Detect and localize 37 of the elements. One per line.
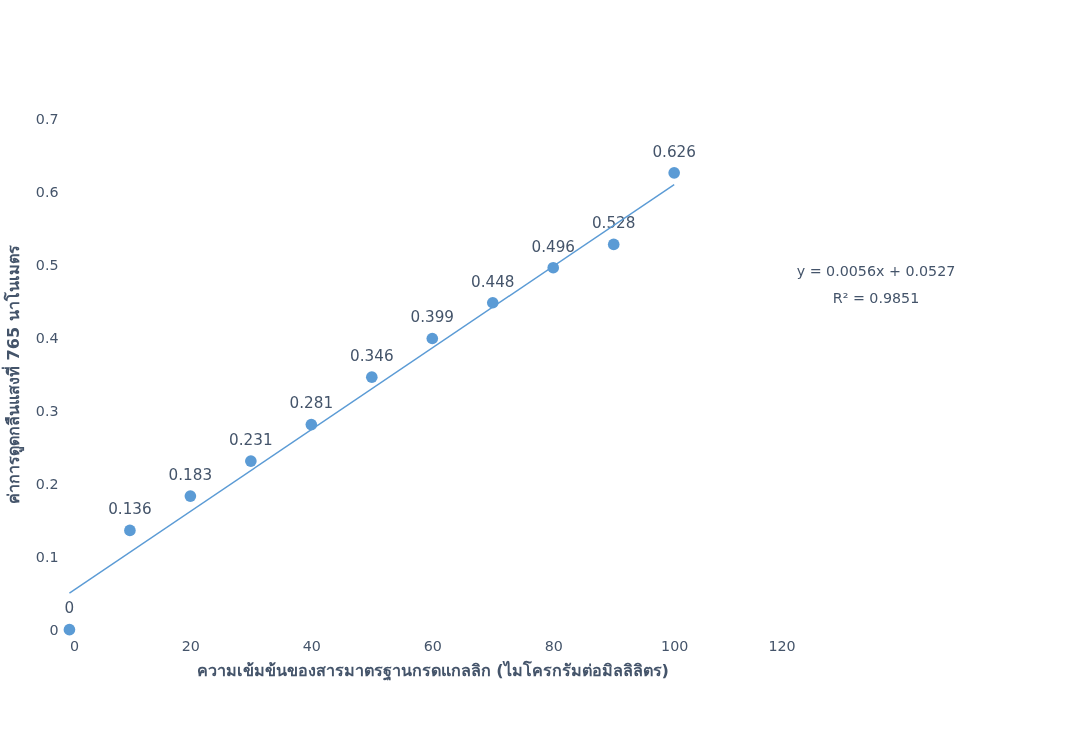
x-tick-label: 120 (768, 638, 796, 655)
y-tick-label: 0.4 (35, 330, 59, 346)
x-tick-label: 20 (181, 638, 200, 655)
point (607, 238, 620, 251)
x-tick-label: 80 (544, 638, 563, 655)
data-label: 0.136 (108, 500, 152, 519)
y-tick-label: 0.2 (35, 475, 59, 492)
point (668, 167, 680, 179)
point (63, 623, 76, 636)
y-tick-label: 0.5 (35, 257, 59, 274)
y-tick-label: 0 (49, 621, 59, 638)
data-label: 0.231 (229, 430, 273, 449)
point (124, 524, 136, 537)
data-label: 0 (64, 599, 75, 618)
data-label: 0.183 (168, 465, 213, 484)
point (245, 455, 257, 467)
data-label: 0.281 (289, 394, 334, 413)
point (184, 490, 197, 502)
data-label: 0.496 (531, 237, 575, 256)
x-tick-label: 40 (302, 638, 321, 655)
x-tick-label: 0 (69, 638, 79, 655)
data-label: 0.346 (350, 347, 394, 365)
data-label: 0.448 (470, 272, 515, 291)
y-tick-label: 0.3 (35, 402, 59, 419)
text: R² = 0.9851 (832, 290, 920, 307)
point (365, 371, 378, 383)
point (426, 332, 439, 345)
x-axis-title: ความเข้มข้นของสารมาตรฐานกรดแกลลิก (ไมโครกรัมต่อมิลลิลิตร) (196, 659, 669, 681)
text: y = 0.0056x + 0.0527 (796, 262, 956, 279)
data-label: 0.626 (652, 142, 696, 161)
data-label: 0.399 (410, 308, 455, 327)
y-axis-title: ค่าการดูดกลืนแสงที่ 765 นาโนเมตร (0, 245, 25, 505)
y-tick-label: 0.7 (35, 111, 59, 128)
x-tick-label: 60 (423, 638, 442, 655)
y-tick-label: 0.1 (35, 548, 59, 565)
x-tick-label: 100 (661, 638, 689, 655)
y-tick-label: 0.6 (35, 184, 59, 201)
